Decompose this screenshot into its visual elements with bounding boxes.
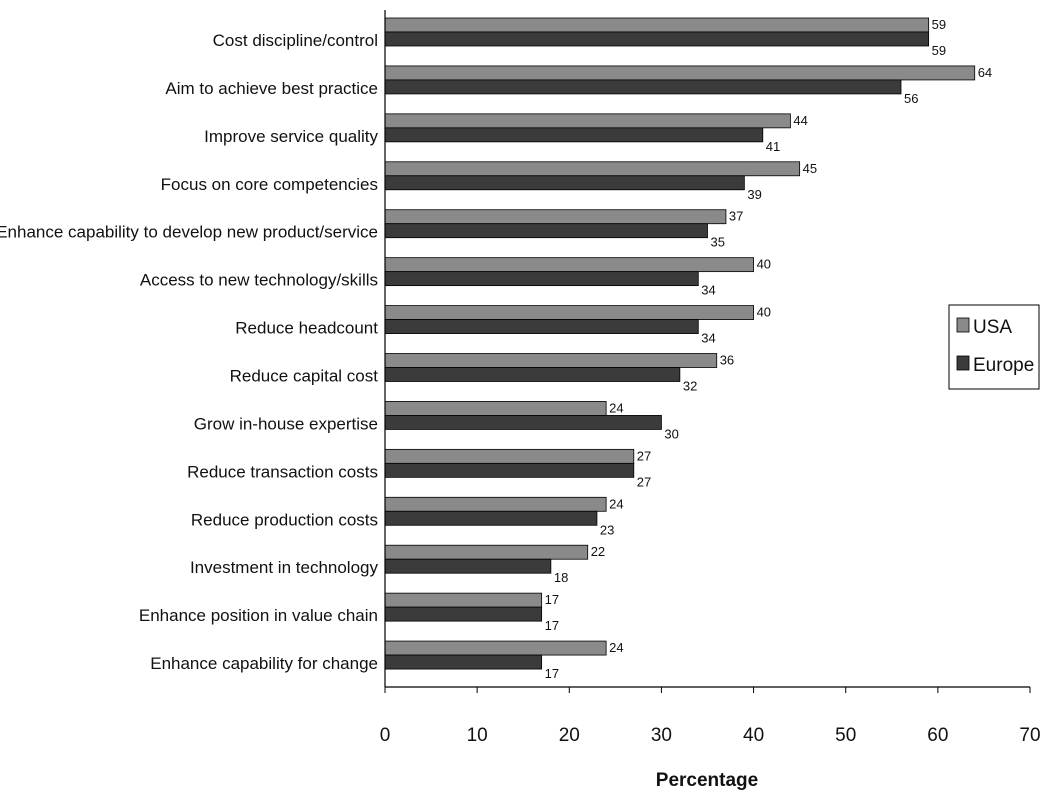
category-label: Cost discipline/control bbox=[213, 31, 378, 50]
legend-swatch bbox=[956, 355, 970, 371]
value-label-usa: 22 bbox=[591, 544, 605, 559]
value-label-usa: 44 bbox=[793, 113, 807, 128]
x-tick-label: 20 bbox=[559, 725, 580, 746]
bar-usa bbox=[384, 640, 607, 656]
x-axis: 0 10 20 30 40 50 60 70 bbox=[380, 10, 1041, 746]
value-label-usa: 17 bbox=[545, 592, 559, 607]
legend-label: Europe bbox=[973, 355, 1034, 376]
value-label-europe: 17 bbox=[545, 666, 559, 681]
bar-usa bbox=[384, 113, 791, 129]
value-label-usa: 45 bbox=[803, 161, 817, 176]
bar-usa bbox=[384, 592, 543, 608]
value-label-europe: 35 bbox=[711, 235, 725, 250]
category-label: Reduce capital cost bbox=[230, 366, 379, 385]
value-label-usa: 40 bbox=[757, 257, 771, 272]
bar-europe bbox=[384, 654, 543, 670]
bar-usa bbox=[384, 544, 589, 560]
bar-europe bbox=[384, 79, 902, 95]
bar-usa bbox=[384, 209, 727, 225]
category-label: Grow in-house expertise bbox=[194, 414, 378, 433]
value-label-europe: 17 bbox=[545, 618, 559, 633]
value-label-europe: 23 bbox=[600, 522, 614, 537]
x-tick-label: 60 bbox=[927, 725, 948, 746]
category-label: Focus on core competencies bbox=[161, 175, 378, 194]
value-label-europe: 27 bbox=[637, 474, 651, 489]
x-tick-label: 50 bbox=[835, 725, 856, 746]
legend: USA Europe bbox=[948, 304, 1040, 390]
category-label: Investment in technology bbox=[190, 558, 379, 577]
bar-europe bbox=[384, 223, 708, 239]
value-label-europe: 56 bbox=[904, 91, 918, 106]
value-label-europe: 59 bbox=[932, 43, 946, 58]
bar-europe bbox=[384, 415, 662, 430]
value-label-usa: 40 bbox=[757, 305, 771, 320]
bar-europe bbox=[384, 31, 930, 47]
value-label-europe: 34 bbox=[701, 331, 715, 346]
bar-usa bbox=[384, 17, 930, 33]
value-label-europe: 41 bbox=[766, 139, 780, 154]
bar-europe bbox=[384, 462, 635, 478]
bar-usa bbox=[384, 448, 635, 464]
value-label-europe: 18 bbox=[554, 570, 568, 585]
x-tick-label: 0 bbox=[380, 725, 391, 746]
category-label: Enhance capability for change bbox=[150, 654, 378, 673]
bar-usa bbox=[384, 161, 801, 177]
category-label: Reduce transaction costs bbox=[187, 462, 378, 481]
value-label-usa: 64 bbox=[978, 65, 992, 80]
value-label-usa: 24 bbox=[609, 496, 623, 511]
value-label-usa: 27 bbox=[637, 448, 651, 463]
bar-usa bbox=[384, 401, 607, 416]
x-axis-title: Percentage bbox=[656, 770, 758, 791]
bar-europe bbox=[384, 510, 598, 526]
bar-europe bbox=[384, 271, 699, 287]
value-label-usa: 24 bbox=[609, 640, 623, 655]
x-tick-label: 30 bbox=[651, 725, 672, 746]
bar-usa bbox=[384, 305, 754, 320]
value-labels: 59 59 64 56 44 41 45 39 37 35 40 34 40 34 36 32 24 30 27 27… bbox=[545, 17, 993, 681]
value-label-europe: 39 bbox=[747, 187, 761, 202]
x-tick-label: 70 bbox=[1019, 725, 1040, 746]
x-tick-label: 10 bbox=[467, 725, 488, 746]
bar-europe bbox=[384, 606, 543, 622]
category-labels: Cost discipline/control Aim to achieve be… bbox=[0, 31, 378, 673]
bar-usa bbox=[384, 496, 607, 512]
value-label-usa: 37 bbox=[729, 209, 743, 224]
bar-usa bbox=[384, 65, 976, 81]
bar-europe bbox=[384, 127, 764, 143]
x-tick-label: 40 bbox=[743, 725, 764, 746]
category-label: Enhance position in value chain bbox=[139, 606, 378, 625]
value-label-europe: 34 bbox=[701, 283, 715, 298]
bar-europe bbox=[384, 367, 681, 382]
category-label: Access to new technology/skills bbox=[140, 271, 378, 290]
value-label-usa: 24 bbox=[609, 400, 623, 415]
category-label: Reduce production costs bbox=[191, 510, 378, 529]
category-label: Reduce headcount bbox=[235, 319, 378, 338]
value-label-europe: 30 bbox=[664, 426, 678, 441]
bar-europe bbox=[384, 175, 745, 191]
legend-swatch bbox=[956, 317, 970, 333]
legend-label: USA bbox=[973, 317, 1012, 338]
bar-usa bbox=[384, 353, 718, 368]
value-label-usa: 59 bbox=[932, 17, 946, 32]
bars-layer bbox=[384, 17, 976, 670]
category-label: Improve service quality bbox=[204, 127, 378, 146]
bar-europe bbox=[384, 558, 552, 574]
category-label: Enhance capability to develop new produc… bbox=[0, 223, 378, 242]
bar-usa bbox=[384, 257, 754, 273]
value-label-usa: 36 bbox=[720, 353, 734, 368]
category-label: Aim to achieve best practice bbox=[165, 79, 378, 98]
bar-europe bbox=[384, 319, 699, 334]
value-label-europe: 32 bbox=[683, 379, 697, 394]
